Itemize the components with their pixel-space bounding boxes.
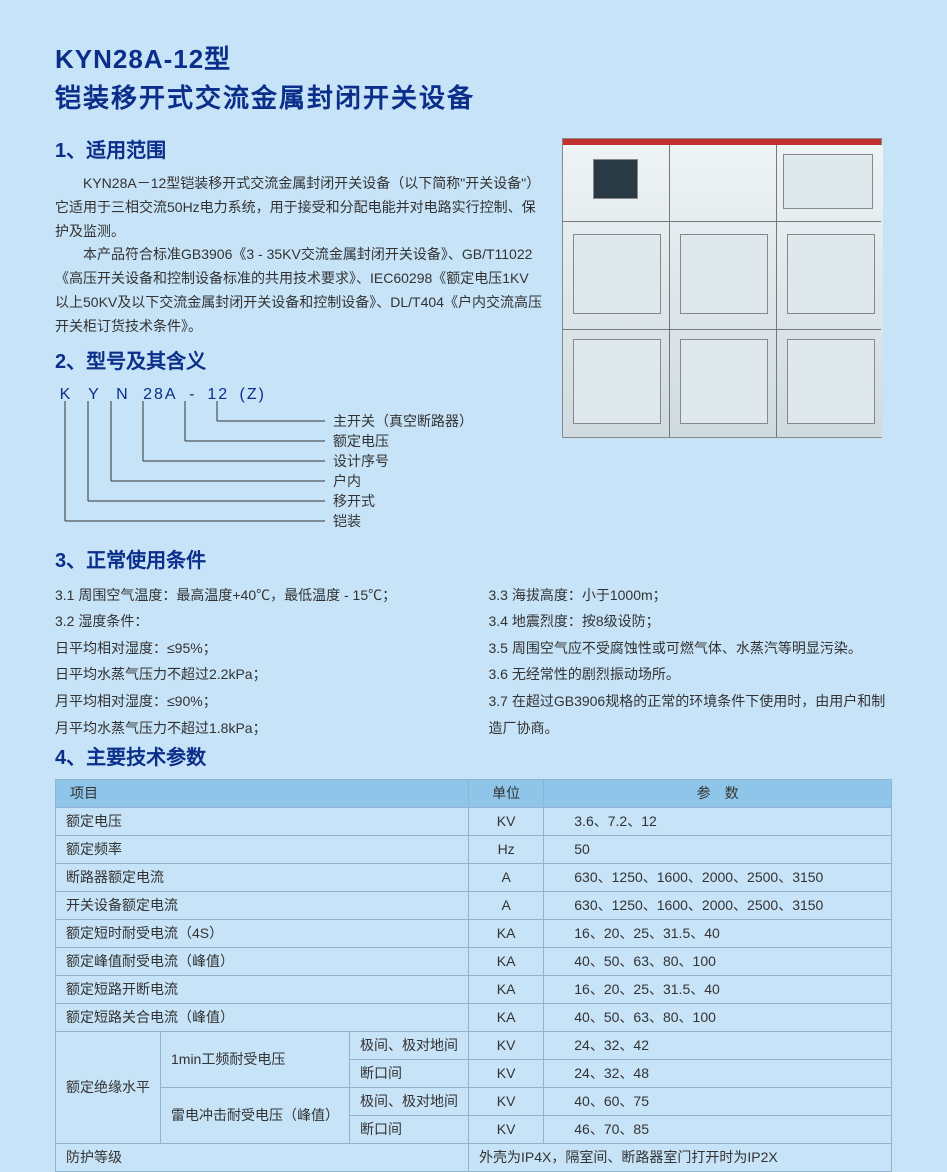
cell: 40、60、75 xyxy=(544,1088,892,1116)
cell: 极间、极对地间 xyxy=(350,1032,469,1060)
cell-group: 额定绝缘水平 xyxy=(56,1032,161,1144)
cond-item: 3.3 海拔高度：小于1000m； xyxy=(489,582,893,609)
table-row: 防护等级 外壳为IP4X，隔室间、断路器室门打开时为IP2X xyxy=(56,1144,892,1172)
cond-item: 日平均水蒸气压力不超过2.2kPa； xyxy=(55,661,459,688)
table-row: 额定短时耐受电流（4S）KA16、20、25、31.5、40 xyxy=(56,920,892,948)
cell: KV xyxy=(469,1116,544,1144)
cell: 额定短路开断电流 xyxy=(56,976,469,1004)
cell: KV xyxy=(469,1088,544,1116)
cell: 630、1250、1600、2000、2500、3150 xyxy=(544,864,892,892)
cell: 16、20、25、31.5、40 xyxy=(544,976,892,1004)
product-photo xyxy=(562,138,882,438)
cell: 断口间 xyxy=(350,1116,469,1144)
model-label-2: 设计序号 xyxy=(333,451,389,472)
conditions-columns: 3.1 周围空气温度：最高温度+40℃，最低温度 - 15℃； 3.2 湿度条件… xyxy=(55,582,892,742)
cell: 额定短路关合电流（峰值） xyxy=(56,1004,469,1032)
th-unit: 单位 xyxy=(469,780,544,808)
product-model-title: KYN28A-12型 xyxy=(55,40,892,79)
cell: 额定电压 xyxy=(56,808,469,836)
th-param: 参 数 xyxy=(544,780,892,808)
cell: KA xyxy=(469,920,544,948)
cell: 额定峰值耐受电流（峰值） xyxy=(56,948,469,976)
model-bracket-svg xyxy=(55,401,355,541)
cell: 40、50、63、80、100 xyxy=(544,948,892,976)
model-label-1: 额定电压 xyxy=(333,431,389,452)
cell: 630、1250、1600、2000、2500、3150 xyxy=(544,892,892,920)
section2-heading: 2、型号及其含义 xyxy=(55,347,542,377)
intro-row: 1、适用范围 KYN28A－12型铠装移开式交流金属封闭开关设备（以下简称"开关… xyxy=(55,128,892,538)
cell: 46、70、85 xyxy=(544,1116,892,1144)
cell: 断口间 xyxy=(350,1060,469,1088)
model-label-3: 户内 xyxy=(333,471,361,492)
table-row: 额定短路开断电流KA16、20、25、31.5、40 xyxy=(56,976,892,1004)
cell: KA xyxy=(469,976,544,1004)
cond-item: 3.1 周围空气温度：最高温度+40℃，最低温度 - 15℃； xyxy=(55,582,459,609)
model-label-0: 主开关（真空断路器） xyxy=(333,411,473,432)
table-row: 额定绝缘水平 1min工频耐受电压 极间、极对地间 KV 24、32、42 xyxy=(56,1032,892,1060)
model-label-5: 铠装 xyxy=(333,511,361,532)
cell: KA xyxy=(469,948,544,976)
cell: 24、32、48 xyxy=(544,1060,892,1088)
model-label-4: 移开式 xyxy=(333,491,375,512)
cond-item: 3.4 地震烈度：按8级设防； xyxy=(489,608,893,635)
cell: KV xyxy=(469,808,544,836)
table-row: 雷电冲击耐受电压（峰值） 极间、极对地间 KV 40、60、75 xyxy=(56,1088,892,1116)
cell: 额定短时耐受电流（4S） xyxy=(56,920,469,948)
cell: 断路器额定电流 xyxy=(56,864,469,892)
section4-heading: 4、主要技术参数 xyxy=(55,743,892,773)
cell: KV xyxy=(469,1032,544,1060)
cell: 50 xyxy=(544,836,892,864)
table-row: 额定短路关合电流（峰值）KA40、50、63、80、100 xyxy=(56,1004,892,1032)
cell: 防护等级 xyxy=(56,1144,469,1172)
cond-item: 3.5 周围空气应不受腐蚀性或可燃气体、水蒸汽等明显污染。 xyxy=(489,635,893,662)
cell: 外壳为IP4X，隔室间、断路器室门打开时为IP2X xyxy=(469,1144,892,1172)
cond-item: 3.6 无经常性的剧烈振动场所。 xyxy=(489,661,893,688)
cell: A xyxy=(469,892,544,920)
cell: 16、20、25、31.5、40 xyxy=(544,920,892,948)
table-header-row: 项目 单位 参 数 xyxy=(56,780,892,808)
section1-para2: 本产品符合标准GB3906《3 - 35KV交流金属封闭开关设备》、GB/T11… xyxy=(55,243,542,338)
cond-item: 月平均水蒸气压力不超过1.8kPa； xyxy=(55,715,459,742)
product-name-title: 铠装移开式交流金属封闭开关设备 xyxy=(55,79,892,118)
table-row: 额定电压KV3.6、7.2、12 xyxy=(56,808,892,836)
cell: 40、50、63、80、100 xyxy=(544,1004,892,1032)
section3-heading: 3、正常使用条件 xyxy=(55,546,892,576)
cond-item: 3.7 在超过GB3906规格的正常的环境条件下使用时，由用户和制造厂协商。 xyxy=(489,688,893,741)
conditions-right: 3.3 海拔高度：小于1000m； 3.4 地震烈度：按8级设防； 3.5 周围… xyxy=(489,582,893,742)
table-row: 额定峰值耐受电流（峰值）KA40、50、63、80、100 xyxy=(56,948,892,976)
cell: KV xyxy=(469,1060,544,1088)
conditions-left: 3.1 周围空气温度：最高温度+40℃，最低温度 - 15℃； 3.2 湿度条件… xyxy=(55,582,459,742)
cond-item: 月平均相对湿度：≤90%； xyxy=(55,688,459,715)
section1-heading: 1、适用范围 xyxy=(55,136,542,166)
cond-item: 日平均相对湿度：≤95%； xyxy=(55,635,459,662)
table-row: 断路器额定电流A630、1250、1600、2000、2500、3150 xyxy=(56,864,892,892)
model-code-diagram: K Y N 28A - 12 (Z) 主开关（真空断路器） 额定电压 xyxy=(55,383,542,538)
cell-sub: 1min工频耐受电压 xyxy=(161,1032,350,1088)
cell: A xyxy=(469,864,544,892)
cell: 极间、极对地间 xyxy=(350,1088,469,1116)
cell: Hz xyxy=(469,836,544,864)
cell: 开关设备额定电流 xyxy=(56,892,469,920)
spec-table: 项目 单位 参 数 额定电压KV3.6、7.2、12额定频率Hz50断路器额定电… xyxy=(55,779,892,1172)
cell: 24、32、42 xyxy=(544,1032,892,1060)
table-row: 额定频率Hz50 xyxy=(56,836,892,864)
table-row: 开关设备额定电流A630、1250、1600、2000、2500、3150 xyxy=(56,892,892,920)
cell: 额定频率 xyxy=(56,836,469,864)
th-item: 项目 xyxy=(56,780,469,808)
cell: 3.6、7.2、12 xyxy=(544,808,892,836)
cond-item: 3.2 湿度条件： xyxy=(55,608,459,635)
cell: KA xyxy=(469,1004,544,1032)
section1-para1: KYN28A－12型铠装移开式交流金属封闭开关设备（以下简称"开关设备"）它适用… xyxy=(55,172,542,243)
cell-sub: 雷电冲击耐受电压（峰值） xyxy=(161,1088,350,1144)
